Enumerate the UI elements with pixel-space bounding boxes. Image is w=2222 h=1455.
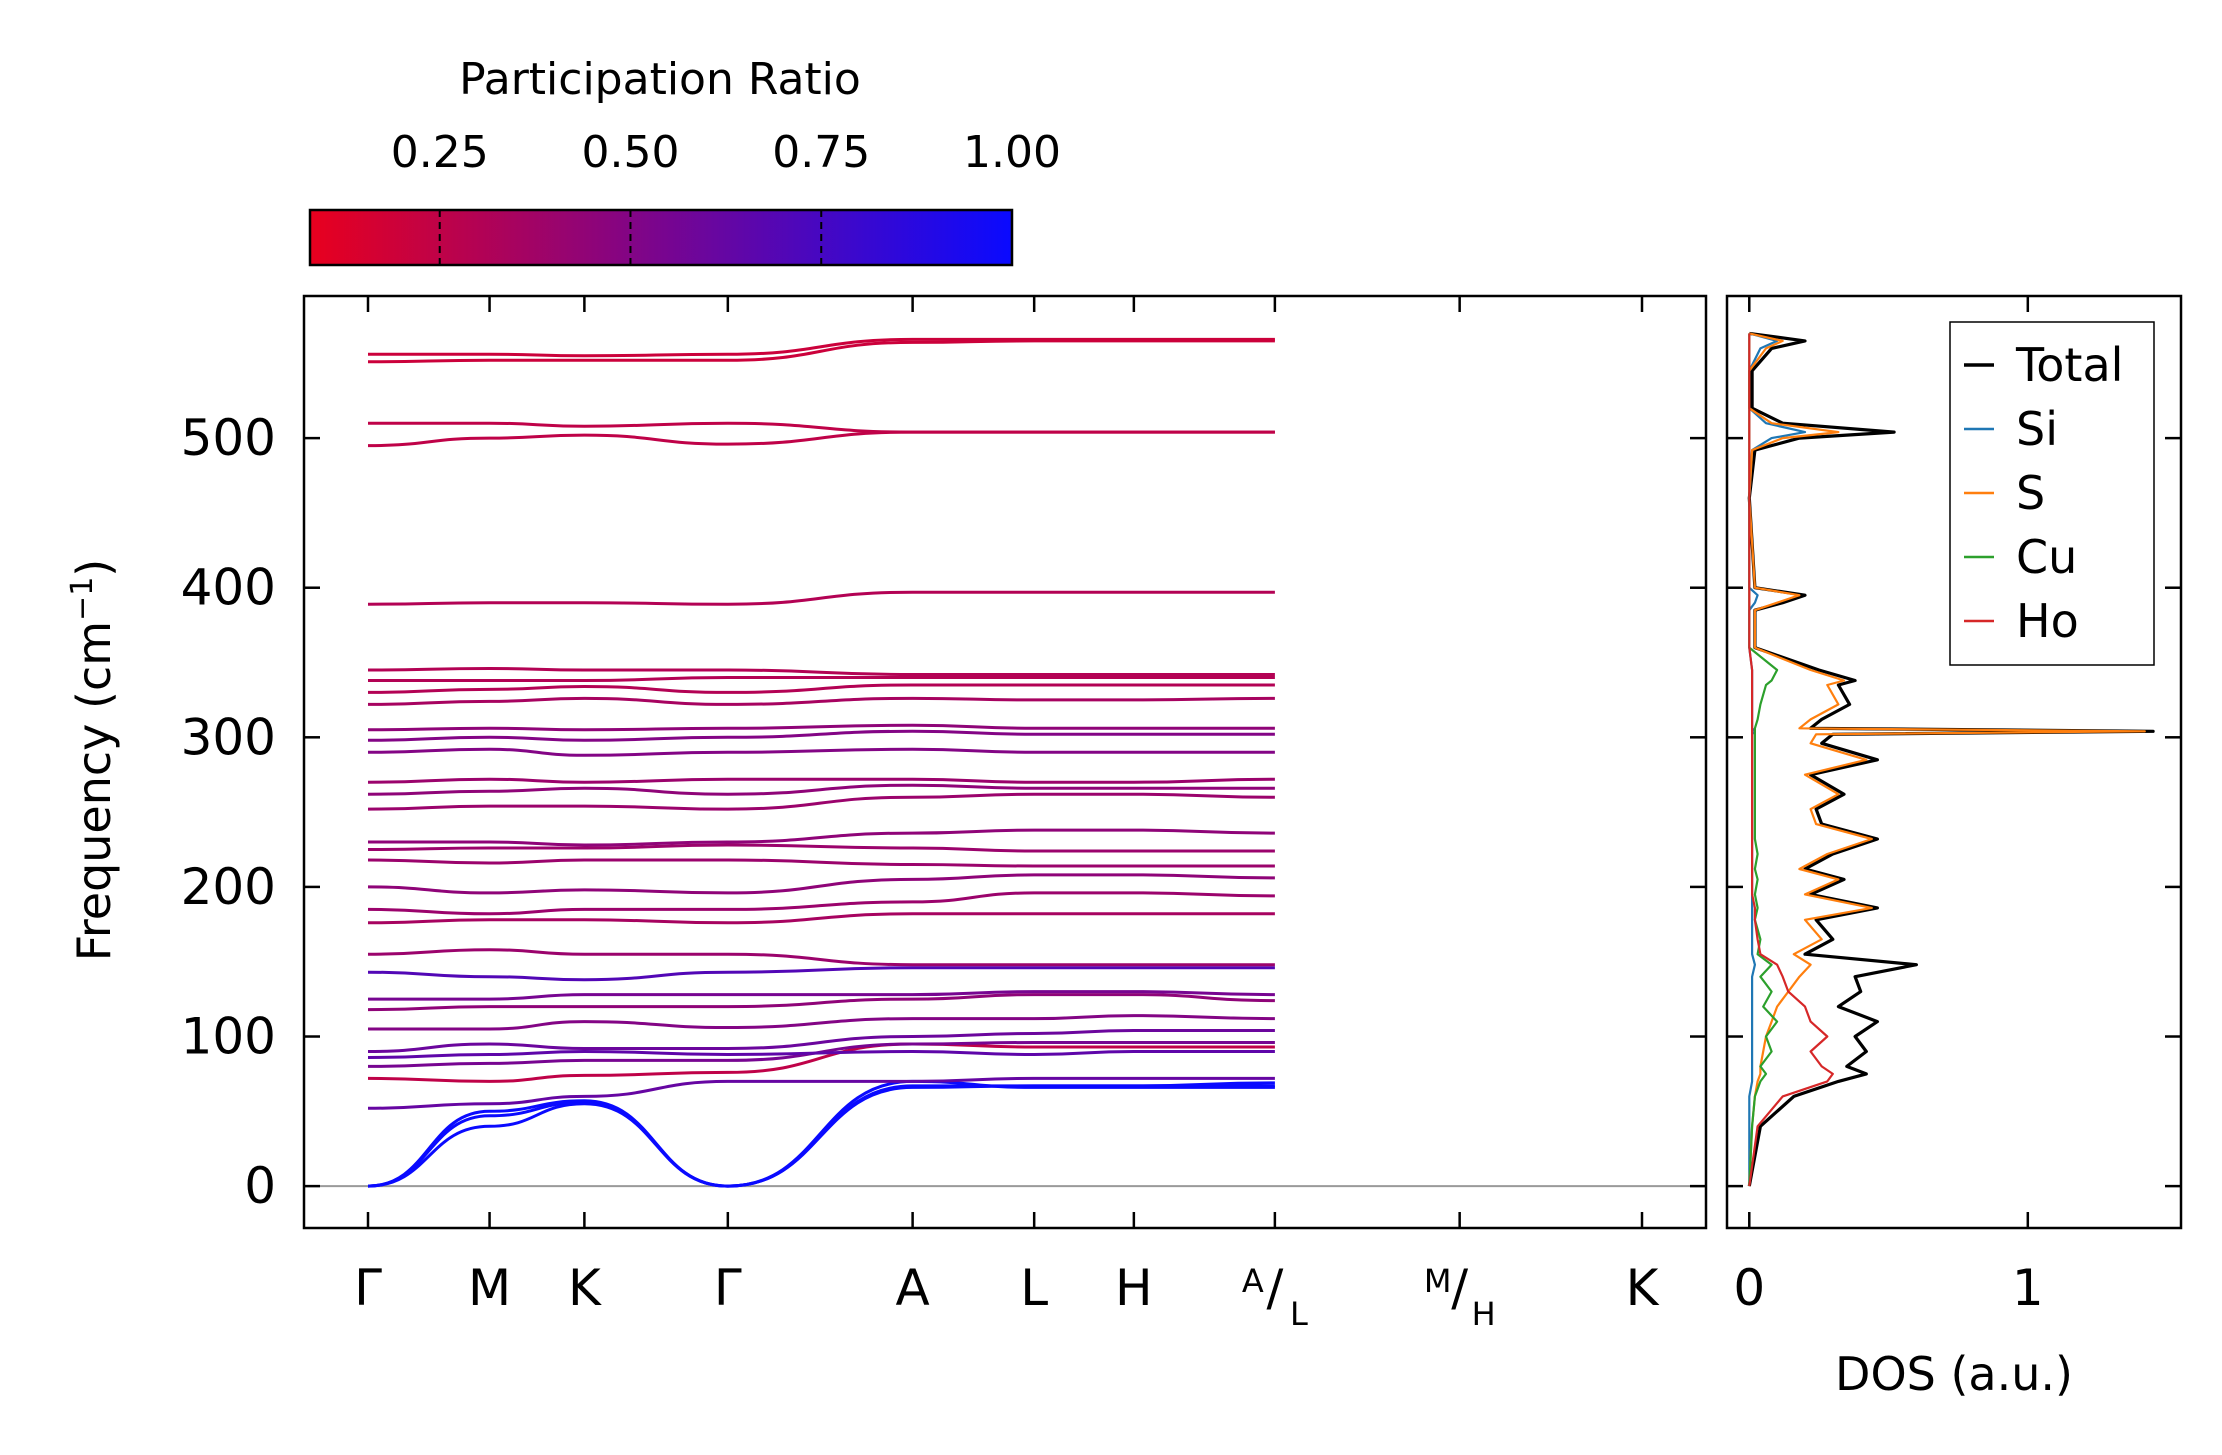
band-b30 [368, 592, 1642, 604]
band-y-axis-label: Frequency (cm−1) [65, 559, 121, 962]
band-b15 [368, 893, 1642, 914]
band-b10 [368, 995, 1642, 1010]
band-b7 [368, 1052, 1642, 1058]
kpoint-label: K [568, 1259, 602, 1317]
colorbar-tick-label: 1.00 [963, 127, 1061, 178]
band-y-ticks: 0 100 200 300 400 500 [181, 409, 1706, 1215]
dos-x-tick-label: 0 [1733, 1259, 1765, 1317]
colorbar-gradient [308, 208, 1014, 267]
band-b33 [368, 341, 1642, 362]
dos-y-ticks [1727, 436, 2181, 1188]
band-b29 [368, 669, 1642, 675]
y-tick-label: 200 [181, 858, 276, 916]
legend-label-total: Total [2015, 338, 2123, 392]
band-b16 [368, 875, 1642, 893]
band-b13 [368, 950, 1642, 965]
y-tick-label: 400 [181, 559, 276, 617]
kpoint-label: Γ [354, 1259, 382, 1317]
band-b14 [368, 902, 1642, 923]
band-axes-frame [302, 294, 1708, 1230]
dos-curve-si [1748, 332, 1807, 1187]
band-b8 [368, 1031, 1642, 1052]
band-x-ticks: Γ M K Γ A L H A / LM / H K [354, 296, 1660, 1333]
band-b28 [368, 678, 1642, 681]
band-b31 [368, 432, 1642, 446]
kpoint-label-sub: L [1290, 1295, 1308, 1333]
colorbar-title: Participation Ratio [459, 54, 861, 105]
kpoint-label: Γ [714, 1259, 742, 1317]
dos-legend: Total Si S Cu Ho [1949, 321, 2155, 666]
colorbar-tick-label: 0.50 [581, 127, 679, 178]
kpoint-label-sup: M [1424, 1262, 1452, 1300]
band-b20 [368, 794, 1642, 809]
kpoint-label: H [1115, 1259, 1153, 1317]
legend-label-ho: Ho [2016, 594, 2079, 648]
colorbar-tick-label: 0.25 [391, 127, 489, 178]
band-b5 [368, 1044, 1642, 1081]
band-b23 [368, 746, 1642, 755]
band-b19 [368, 830, 1642, 845]
band-b21 [368, 785, 1642, 794]
colorbar-tick-label: 0.75 [772, 127, 870, 178]
y-tick-label: 300 [181, 708, 276, 766]
band-b9 [368, 1016, 1642, 1029]
colorbar-tick-labels: 0.25 0.50 0.75 1.00 [391, 127, 1061, 178]
band-b32 [368, 423, 1642, 432]
kpoint-label: K [1626, 1259, 1660, 1317]
kpoint-label: L [1020, 1259, 1048, 1317]
dos-axes-frame [1725, 294, 2183, 1230]
y-tick-label: 100 [181, 1008, 276, 1066]
band-b24 [368, 731, 1642, 740]
y-axis-label-superscript: −1 [65, 577, 100, 621]
colorbar-ticks [438, 210, 823, 265]
kpoint-label-sub: H [1472, 1295, 1496, 1333]
band-b12 [368, 968, 1642, 980]
band-b25 [368, 725, 1642, 730]
band-lines [368, 339, 1642, 1186]
dos-x-tick-label: 1 [2012, 1259, 2044, 1317]
legend-label-cu: Cu [2016, 530, 2077, 584]
band-b27 [368, 685, 1642, 692]
band-b26 [368, 698, 1642, 704]
y-tick-label: 500 [181, 409, 276, 467]
y-tick-label: 0 [244, 1157, 276, 1215]
band-b22 [368, 779, 1642, 782]
dos-lines [1747, 331, 2155, 1187]
kpoint-label: M [468, 1259, 511, 1317]
kpoint-label-slash: / [1266, 1259, 1283, 1317]
kpoint-label-sup: A [1242, 1262, 1264, 1300]
legend-label-s: S [2016, 466, 2045, 520]
kpoint-label: A [896, 1259, 930, 1317]
dos-curve-ho [1748, 333, 1834, 1187]
kpoint-label-slash: / [1451, 1259, 1468, 1317]
dos-curve-total [1747, 331, 2155, 1187]
colorbar: Participation Ratio 0.25 0.50 0.75 1.00 [308, 54, 1061, 267]
legend-label-si: Si [2016, 402, 2058, 456]
dos-x-axis-label: DOS (a.u.) [1835, 1347, 2073, 1401]
band-b17 [368, 860, 1642, 866]
